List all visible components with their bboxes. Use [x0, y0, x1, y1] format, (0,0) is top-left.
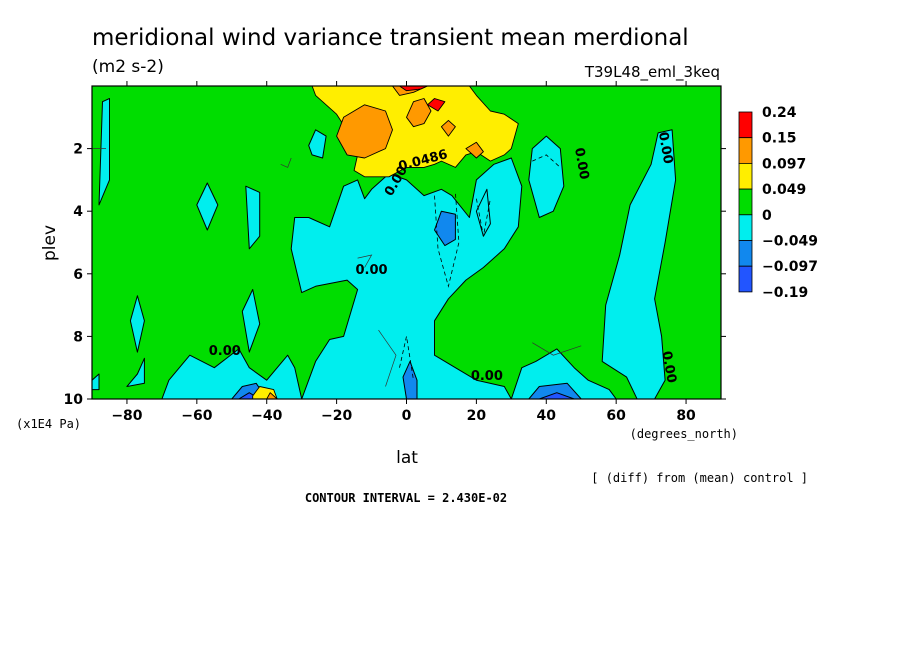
x-tick-label-2: −40: [251, 408, 282, 424]
x-tick-label-8: 80: [676, 408, 696, 424]
colorbar-swatch-2: [738, 162, 753, 190]
colorbar-label-2: 0.097: [762, 156, 806, 172]
dashed-contour-1: [476, 198, 491, 237]
dashed-contour-2: [532, 154, 561, 168]
thin-contour-0: [280, 157, 292, 168]
y-tick-label-2: 6: [73, 267, 83, 283]
x-axis-units: (degrees_north): [630, 427, 738, 441]
region-neg3-1: [538, 392, 575, 399]
x-tick-label-5: 20: [467, 408, 487, 424]
diff-note: [ (diff) from (mean) control ]: [591, 471, 808, 485]
x-axis-label: lat: [396, 448, 418, 468]
colorbar-label-4: 0: [762, 208, 772, 224]
region-neg1-6: [126, 357, 145, 387]
region-pos2-4: [266, 392, 278, 399]
colorbar-label-0: 0.24: [762, 105, 797, 121]
thin-contour-1: [357, 254, 373, 268]
colorbar-label-5: −0.049: [762, 234, 818, 250]
contour-label-5: 0.00: [571, 147, 591, 181]
colorbar-label-7: −0.19: [762, 285, 808, 301]
contour-label-2: 0.00: [356, 263, 388, 278]
region-neg1-0: [98, 98, 110, 206]
region-neg2-1: [402, 360, 418, 399]
y-tick-label-1: 4: [73, 204, 83, 220]
x-tick-label-0: −80: [111, 408, 142, 424]
region-neg1-7: [161, 348, 303, 399]
colorbar-label-1: 0.15: [762, 131, 797, 147]
region-pos3-0: [427, 98, 446, 112]
region-neg2-3: [528, 382, 582, 399]
region-neg1-9: [290, 157, 523, 399]
region-neg1-11: [528, 135, 565, 218]
x-tick-label-4: 0: [402, 408, 412, 424]
contour-label-6: 0.00: [655, 131, 675, 165]
dashed-contour-3: [399, 336, 414, 381]
contour-label-3: 0.00: [209, 344, 241, 359]
y-tick-label-0: 2: [73, 142, 83, 158]
region-pos2-3: [465, 141, 484, 159]
region-pos2-2: [440, 119, 456, 137]
colorbar: 0.24 0.15 0.097 0.049 0 −0.049 −0.097 −0.19: [738, 105, 818, 301]
y-tick-label-4: 10: [64, 392, 84, 408]
y-tick-label-3: 8: [73, 329, 83, 345]
region-neg1-13: [475, 188, 491, 237]
run-name: T39L48_eml_3keq: [584, 63, 720, 82]
region-neg1-5: [241, 289, 261, 353]
region-neg1-4: [129, 295, 145, 353]
chart-units: (m2 s-2): [92, 57, 164, 77]
colorbar-label-6: −0.097: [762, 259, 818, 275]
colorbar-swatch-5: [738, 240, 753, 267]
region-neg1-2: [245, 185, 261, 250]
contour-label-4: 0.00: [471, 369, 503, 384]
region-neg1-8: [92, 373, 100, 391]
region-neg1-10: [510, 348, 617, 399]
x-tick-label-3: −20: [321, 408, 352, 424]
region-neg1-1: [196, 182, 219, 231]
colorbar-swatch-4: [738, 214, 753, 241]
y-axis-units: (x1E4 Pa): [16, 417, 81, 431]
colorbar-swatch-1: [738, 137, 753, 164]
colorbar-label-3: 0.049: [762, 182, 806, 198]
region-neg1-12: [601, 129, 677, 399]
x-tick-label-6: 40: [537, 408, 557, 424]
region-pos3-1: [399, 86, 428, 92]
colorbar-swatch-0: [738, 111, 753, 139]
y-axis: 2 4 6 8 10: [64, 142, 726, 408]
x-tick-label-1: −60: [181, 408, 212, 424]
region-pos2-0: [336, 104, 393, 159]
x-tick-label-7: 60: [606, 408, 626, 424]
dashed-contour-0: [434, 192, 460, 288]
chart-title: meridional wind variance transient mean …: [92, 25, 689, 51]
region-pos2-1: [406, 98, 432, 128]
contour-label-7: 0.00: [658, 350, 678, 384]
thin-contour-2: [378, 329, 397, 387]
region-neg2-0: [434, 210, 456, 247]
contour-interval: CONTOUR INTERVAL = 2.430E-02: [305, 491, 507, 505]
y-axis-label: plev: [40, 225, 60, 261]
colorbar-swatch-3: [738, 188, 753, 216]
thin-contour-3: [532, 342, 582, 356]
x-axis: −80 −60 −40 −20 0 20 40 60 80: [111, 81, 696, 424]
colorbar-swatch-6: [738, 265, 753, 293]
region-neg1-3: [308, 129, 327, 159]
